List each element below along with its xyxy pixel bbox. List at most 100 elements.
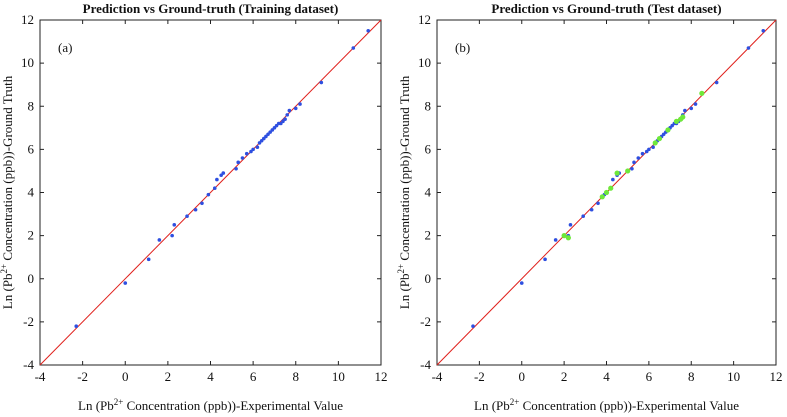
x-tick-label: 10: [332, 369, 345, 384]
superscript: 2+: [510, 397, 520, 407]
point: [366, 28, 371, 33]
point: [611, 177, 615, 182]
point: [608, 185, 614, 191]
identity-line: [39, 19, 382, 366]
point: [683, 108, 687, 113]
point: [614, 170, 620, 176]
x-tick-label: 12: [770, 369, 783, 384]
x-axis-label: Ln (Pb2+ Concentration (ppb))-Experiment…: [474, 397, 739, 413]
x-tick-label: -2: [474, 369, 485, 384]
point: [519, 281, 524, 285]
point: [74, 324, 79, 328]
point: [568, 223, 573, 227]
y-tick-label: 4: [425, 185, 432, 200]
y-tick-label: 12: [418, 12, 431, 27]
x-axis-label: Ln (Pb2+ Concentration (ppb))-Experiment…: [78, 397, 343, 413]
point: [625, 168, 631, 174]
y-tick-label: 2: [28, 228, 35, 243]
y-tick-label: 12: [21, 12, 34, 27]
point: [251, 147, 255, 152]
point: [193, 207, 198, 212]
point: [236, 160, 241, 165]
label-part: Concentration (ppb))-Experimental Value: [123, 398, 343, 413]
x-tick-label: 6: [250, 369, 257, 384]
point: [673, 118, 680, 124]
point: [665, 127, 671, 133]
y-tick-label: 0: [425, 271, 432, 286]
panel-label: (b): [455, 40, 470, 55]
label-part: Concentration (ppb))-Ground Truth: [397, 75, 412, 264]
point: [206, 192, 211, 197]
x-tick-label: -4: [432, 369, 443, 384]
label-part: Concentration (ppb))-Experimental Value: [519, 398, 739, 413]
point: [581, 214, 585, 219]
x-tick-label: 4: [603, 369, 610, 384]
point: [553, 238, 558, 242]
y-axis-label: Ln (Pb2+ Concentration (ppb))-Ground Tru…: [0, 75, 15, 309]
point: [680, 114, 686, 120]
point: [714, 80, 719, 85]
point: [632, 160, 636, 165]
x-tick-label: 2: [165, 369, 172, 384]
x-tick-label: -4: [35, 369, 46, 384]
chart-title: Prediction vs Ground-truth (Test dataset…: [491, 1, 721, 16]
point: [157, 238, 162, 242]
y-tick-label: -2: [23, 314, 34, 329]
x-tick-label: 2: [561, 369, 568, 384]
point: [603, 189, 610, 196]
point: [200, 201, 204, 206]
y-tick-label: 8: [425, 98, 432, 113]
y-tick-label: 8: [28, 98, 35, 113]
y-tick-label: 10: [418, 55, 431, 70]
x-tick-label: 10: [727, 369, 740, 384]
point: [240, 156, 245, 160]
point: [589, 207, 594, 212]
point: [283, 117, 287, 121]
point: [172, 223, 177, 227]
point: [293, 106, 298, 111]
point: [647, 147, 651, 152]
point: [596, 201, 600, 206]
label-part: Ln (Pb: [474, 398, 510, 413]
point: [652, 140, 658, 146]
x-tick-label: 0: [519, 369, 526, 384]
x-tick-label: 4: [207, 369, 214, 384]
point: [285, 113, 290, 117]
x-tick-label: 6: [646, 369, 653, 384]
y-tick-label: -4: [420, 357, 431, 372]
point: [287, 108, 292, 113]
y-tick-label: 2: [425, 228, 432, 243]
label-part: Ln (Pb: [0, 273, 15, 309]
y-tick-label: 6: [28, 141, 35, 156]
point: [146, 257, 151, 262]
point: [215, 177, 219, 182]
label-part: Ln (Pb: [78, 398, 114, 413]
point: [599, 194, 605, 200]
point: [221, 171, 226, 175]
point: [746, 46, 751, 50]
point: [255, 145, 260, 150]
y-tick-label: 0: [28, 271, 35, 286]
point: [699, 90, 705, 96]
point: [212, 186, 217, 190]
x-tick-label: 8: [688, 369, 695, 384]
point: [761, 28, 766, 33]
superscript: 2+: [0, 264, 9, 274]
point: [319, 80, 324, 85]
point: [689, 106, 694, 111]
y-tick-label: 10: [21, 55, 34, 70]
point: [170, 233, 174, 238]
label-part: Concentration (ppb))-Ground Truth: [0, 75, 15, 264]
point: [185, 214, 189, 219]
y-axis-label: Ln (Pb2+ Concentration (ppb))-Ground Tru…: [396, 75, 412, 309]
point: [244, 151, 249, 156]
point: [561, 233, 567, 239]
panel-label: (a): [58, 40, 72, 55]
point: [640, 151, 645, 156]
label-part: Ln (Pb: [397, 273, 412, 309]
point: [351, 46, 356, 50]
point: [693, 102, 698, 106]
y-tick-label: -4: [23, 357, 34, 372]
superscript: 2+: [396, 264, 406, 274]
